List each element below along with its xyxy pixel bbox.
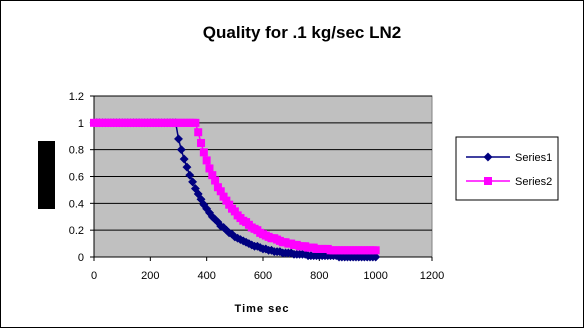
legend-marker-2 [484,177,492,185]
series-2-point [216,187,225,196]
y-tick-label: 0.2 [69,225,84,237]
x-tick-label: 0 [91,270,97,282]
y-tick-label: 0.4 [69,198,84,210]
series-1-point [179,154,189,164]
series-2-point [194,128,203,137]
y-tick-label: 0 [78,252,84,264]
series-2-point [213,183,222,192]
y-tick-label: 1 [78,118,84,130]
x-tick-label: 800 [310,270,328,282]
series-layer [89,118,381,262]
series-2-point [197,138,206,147]
series-2-point [202,156,211,165]
series-2-point [199,148,208,157]
series-1-point [185,170,195,180]
series-1-point [371,252,381,262]
series-2-point [371,246,380,255]
series-1-point [182,162,192,172]
series-1-point [173,134,184,144]
series-2-point [211,176,220,185]
y-tick-label: 0.6 [69,172,84,184]
series-2-point [191,118,200,127]
y-tick-label: 1.2 [69,91,84,103]
y-tick-label: 0.8 [69,145,84,157]
series-2-point [222,196,231,205]
x-tick-label: 400 [197,270,215,282]
legend-box [455,136,559,201]
x-tick-label: 1000 [363,270,387,282]
legend-label-1: Series1 [515,152,552,164]
x-tick-label: 200 [141,270,159,282]
legend-label-2: Series2 [515,176,552,188]
series-2-point [205,164,214,173]
x-axis-label: Time sec [235,303,290,315]
legend-marker-1 [483,152,493,162]
series-2-point [208,171,217,180]
legend: Series1 Series2 [466,152,552,188]
series-1-point [188,177,198,187]
y-axis-title-box [38,141,55,209]
axes: 0 0.2 0.4 0.6 0.8 1 1.2 0 200 400 600 800 1000 1200 [69,91,445,282]
series-2 [90,118,380,255]
series-1-point [176,145,186,155]
x-tick-label: 1200 [420,270,444,282]
series-2-point [225,200,234,209]
series-2-point [230,207,239,216]
series-2-point [219,192,228,201]
x-tick-label: 600 [254,270,272,282]
chart-title: Quality for .1 kg/sec LN2 [203,23,401,42]
